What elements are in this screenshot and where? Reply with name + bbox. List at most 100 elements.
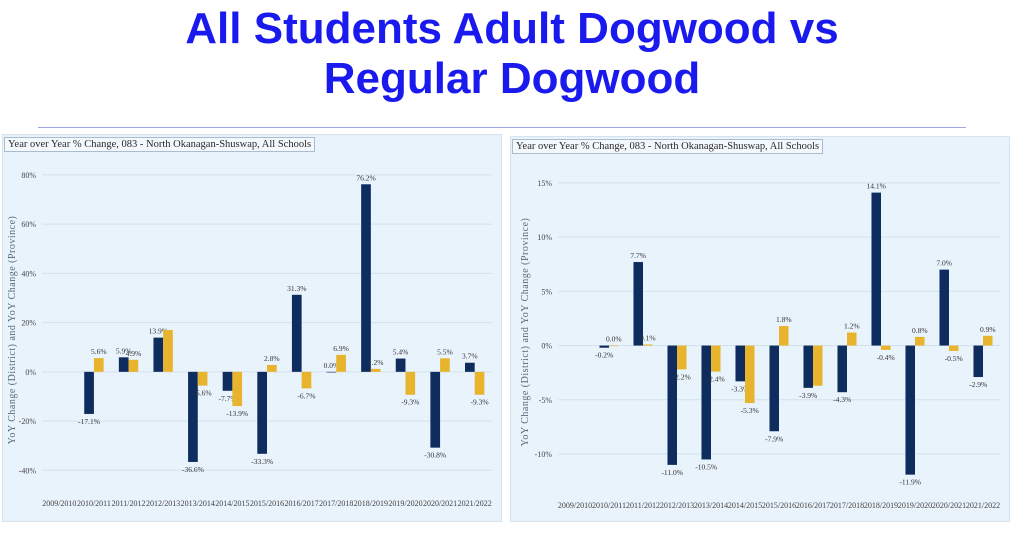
data-label: 7.0% — [936, 259, 952, 268]
data-label: -10.5% — [695, 462, 717, 471]
province-bar — [474, 371, 485, 395]
data-label: -3.9% — [799, 391, 817, 400]
y-tick-label: 10% — [537, 233, 552, 242]
chart-panel-right: 15% 10% 5% 0% -5% -10% YoY Change (District) a… — [510, 136, 1010, 522]
district-bar — [973, 345, 983, 378]
data-label: -17.1% — [78, 417, 100, 426]
x-tick-label: 2014/2015 — [728, 501, 762, 510]
district-bar — [769, 345, 779, 432]
province-bar — [232, 371, 243, 407]
chart-right-svg: 15% 10% 5% 0% -5% -10% YoY Change (District) a… — [520, 179, 1000, 510]
province-bar — [163, 330, 173, 372]
district-bar — [84, 371, 94, 414]
data-label: -2.9% — [969, 380, 987, 389]
x-tick-label: 2012/2013 — [660, 501, 694, 510]
province-bar — [779, 326, 789, 346]
district-bar — [939, 269, 949, 346]
data-label: 2.8% — [264, 354, 280, 363]
slide-title: All Students Adult Dogwood vs Regular Do… — [0, 4, 1024, 104]
province-bar — [745, 345, 755, 404]
data-label: -4.3% — [833, 395, 851, 404]
data-label: -3.3% — [731, 384, 749, 393]
district-bar — [222, 371, 233, 391]
x-tick-label: 2013/2014 — [694, 501, 728, 510]
x-tick-label: 2012/2013 — [146, 499, 180, 508]
x-tick-label: 2020/2021 — [423, 499, 457, 508]
district-bar — [735, 345, 745, 382]
data-label: -11.9% — [899, 478, 921, 487]
data-label: -11.0% — [661, 468, 683, 477]
district-bar — [188, 371, 198, 462]
province-bar — [949, 345, 959, 351]
data-label: -36.6% — [182, 465, 204, 474]
province-bar — [440, 358, 450, 372]
x-tick-label: 2017/2018 — [830, 501, 864, 510]
district-bar — [291, 294, 302, 372]
data-label: -6.7% — [297, 391, 315, 400]
province-bar — [301, 371, 312, 389]
data-label: -2.2% — [673, 372, 691, 381]
x-tick-label: 2021/2022 — [966, 501, 1000, 510]
province-bar — [813, 345, 823, 386]
chart-right-title: Year over Year % Change, 083 - North Oka… — [512, 139, 824, 154]
data-label: 5.9% — [116, 346, 132, 355]
chart-left-svg: 80% 60% 40% 20% 0% -20% -40% YoY Change (Distri… — [7, 171, 492, 508]
y-axis-label: YoY Change (District) and YoY Change (Pr… — [520, 218, 531, 447]
data-label: -13.9% — [226, 409, 248, 418]
x-tick-label: 2009/2010 — [558, 501, 592, 510]
x-tick-label: 2021/2022 — [458, 499, 492, 508]
province-bar — [983, 335, 993, 346]
district-bar — [905, 345, 915, 475]
y-tick-label: 0% — [25, 368, 36, 377]
x-tick-label: 2018/2019 — [864, 501, 898, 510]
district-bar — [871, 192, 881, 346]
x-tick-label: 2016/2017 — [284, 499, 318, 508]
district-bar — [837, 345, 847, 393]
slide-title-line2: Regular Dogwood — [323, 54, 701, 103]
data-label: -5.6% — [194, 389, 212, 398]
y-tick-label: -5% — [539, 396, 553, 405]
data-label: -9.3% — [470, 398, 488, 407]
data-label: 5.6% — [91, 347, 107, 356]
district-bar — [599, 345, 609, 348]
y-tick-label: 60% — [21, 220, 36, 229]
y-tick-label: 15% — [537, 179, 552, 188]
y-tick-label: 80% — [21, 171, 36, 180]
x-tick-label: 2014/2015 — [215, 499, 249, 508]
x-tick-label: 2013/2014 — [181, 499, 215, 508]
data-label: 3.7% — [462, 352, 478, 361]
data-label: 4.9% — [126, 349, 142, 358]
data-label: -9.3% — [401, 398, 419, 407]
data-label: 0.1% — [640, 333, 656, 342]
district-bar — [153, 337, 164, 372]
district-bar — [326, 371, 337, 373]
data-label: -33.3% — [251, 457, 273, 466]
x-tick-label: 2010/2011 — [592, 501, 626, 510]
data-label: 76.2% — [356, 173, 375, 182]
data-label: 5.4% — [393, 348, 409, 357]
data-label: -30.8% — [424, 451, 446, 460]
data-label: -5.3% — [741, 406, 759, 415]
district-bar — [430, 371, 441, 448]
data-label: 1.8% — [776, 315, 792, 324]
data-label: 0.0% — [324, 361, 340, 370]
province-bar — [267, 364, 277, 372]
y-tick-label: -20% — [19, 417, 37, 426]
district-bar — [633, 262, 643, 346]
data-label: 6.9% — [333, 344, 349, 353]
x-tick-label: 2016/2017 — [796, 501, 830, 510]
data-label: -7.9% — [765, 434, 783, 443]
y-tick-label: 0% — [541, 342, 552, 351]
data-label: 31.3% — [287, 284, 306, 293]
x-tick-label: 2020/2021 — [932, 501, 966, 510]
x-tick-label: 2010/2011 — [77, 499, 111, 508]
district-bar — [118, 357, 129, 372]
data-label: -2.4% — [707, 375, 725, 384]
data-label: -0.2% — [595, 351, 613, 360]
data-label: -0.4% — [877, 353, 895, 362]
data-label: 1.2% — [844, 322, 860, 331]
y-tick-label: -10% — [535, 450, 553, 459]
province-bar — [643, 344, 653, 346]
y-tick-label: -40% — [19, 466, 37, 475]
data-label: 0.8% — [912, 326, 928, 335]
